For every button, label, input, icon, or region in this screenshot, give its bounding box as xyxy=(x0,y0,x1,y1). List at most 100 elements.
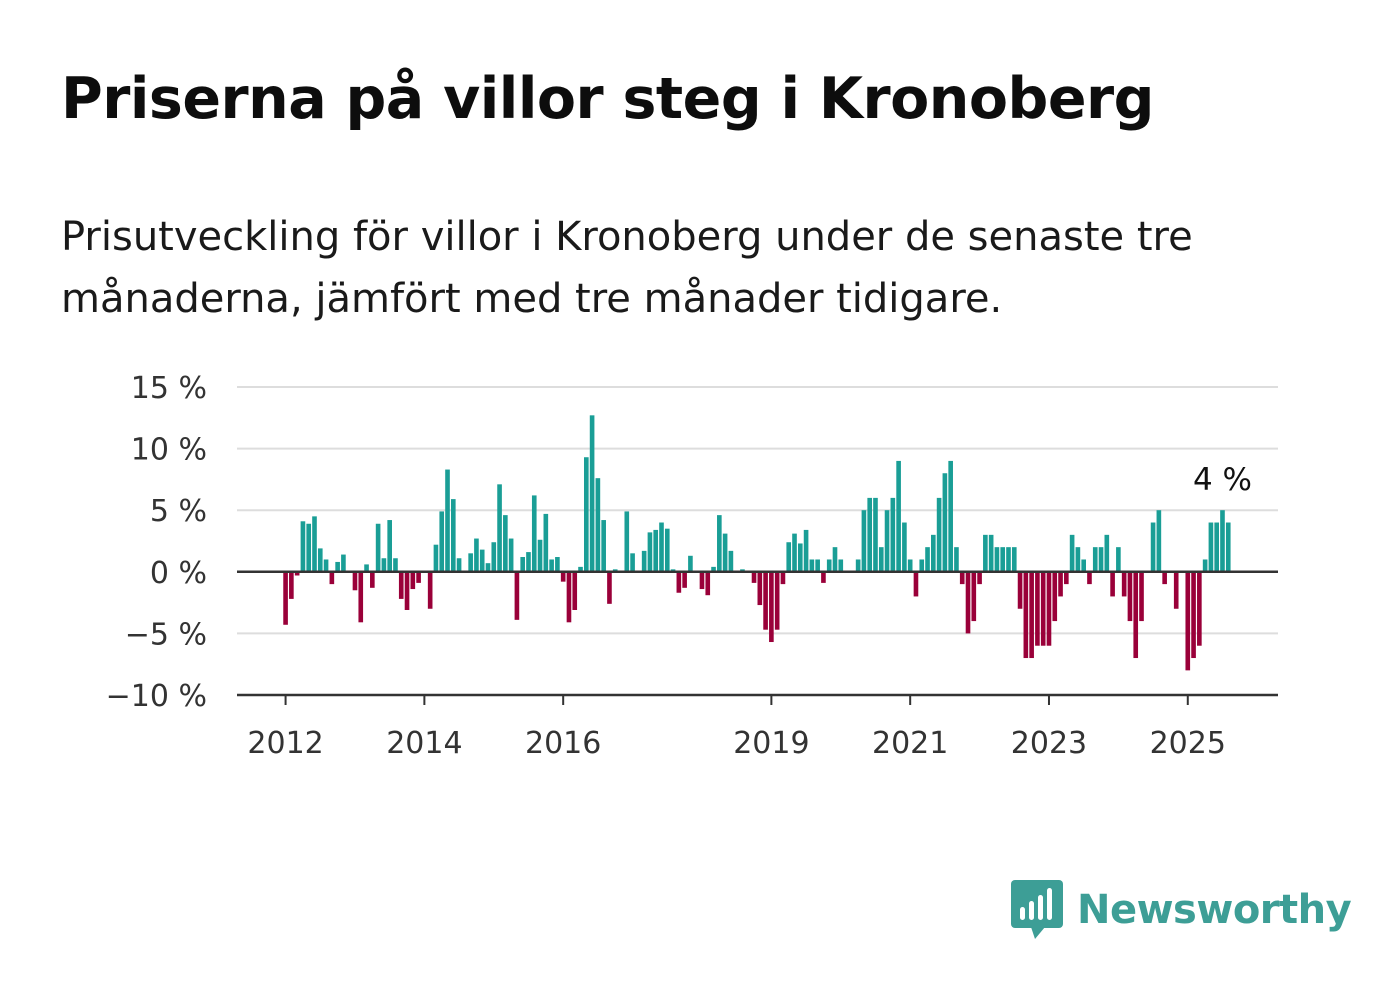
x-tick-label: 2016 xyxy=(525,726,601,761)
bar xyxy=(595,478,601,572)
bar xyxy=(792,533,797,572)
bar xyxy=(630,553,635,572)
bar xyxy=(393,558,398,572)
bar xyxy=(1173,571,1179,609)
bar xyxy=(370,571,375,588)
bar xyxy=(1087,571,1092,585)
bar xyxy=(711,566,716,572)
bar xyxy=(445,469,450,572)
bar xyxy=(312,516,317,572)
x-tick-label: 2021 xyxy=(872,726,948,761)
bar xyxy=(1127,571,1133,622)
bar xyxy=(387,520,392,572)
bar xyxy=(925,547,930,572)
latest-value-annotation: 4 % xyxy=(1193,462,1252,498)
bar xyxy=(803,529,809,572)
bar xyxy=(300,521,306,572)
bar xyxy=(468,553,473,572)
bar xyxy=(884,510,890,572)
bar xyxy=(1011,547,1017,572)
bar xyxy=(404,571,410,610)
bar xyxy=(1202,559,1208,572)
y-tick-label: −5 % xyxy=(125,617,207,652)
bar xyxy=(358,571,364,623)
bar xyxy=(873,497,878,572)
bar xyxy=(954,547,959,572)
bar xyxy=(977,571,982,585)
bar xyxy=(902,522,907,572)
bar xyxy=(1225,522,1231,572)
bar xyxy=(728,550,734,572)
bar xyxy=(1150,522,1156,572)
bar xyxy=(531,495,537,572)
bar xyxy=(948,460,953,572)
bar xyxy=(364,564,369,572)
bar xyxy=(566,571,572,623)
bar xyxy=(601,520,606,572)
bar xyxy=(1185,571,1191,671)
y-tick-label: 15 % xyxy=(131,371,207,406)
bar xyxy=(1081,559,1086,572)
bar xyxy=(439,511,445,572)
bar xyxy=(988,534,994,572)
bar xyxy=(1162,571,1167,585)
bar xyxy=(722,533,728,572)
bar xyxy=(647,532,653,572)
bar xyxy=(1064,571,1069,585)
bar xyxy=(560,571,566,582)
axes xyxy=(237,570,1278,705)
bar xyxy=(317,548,323,572)
bar xyxy=(323,559,329,572)
bars xyxy=(283,415,1231,671)
bar xyxy=(942,473,948,572)
bar xyxy=(1046,571,1052,646)
bar xyxy=(826,559,832,572)
bar xyxy=(1104,534,1110,572)
x-tick-label: 2012 xyxy=(247,726,323,761)
bar xyxy=(341,554,346,572)
chart-title: Priserna på villor steg i Kronoberg xyxy=(61,66,1154,132)
bar xyxy=(717,515,722,572)
bar xyxy=(676,571,682,593)
bar xyxy=(653,529,659,572)
bar xyxy=(1023,571,1029,659)
bar xyxy=(1133,571,1139,659)
bar xyxy=(1156,510,1162,572)
bar xyxy=(607,571,612,604)
bar xyxy=(381,558,387,572)
bar xyxy=(1052,571,1058,622)
bar xyxy=(555,557,560,572)
bar-chart: 15 % 10 % 5 % 0 % −5 % −10 % 2012 2014 2016 2019… xyxy=(106,371,1278,761)
x-tick-labels: 2012 2014 2016 2019 2021 2023 2025 xyxy=(247,726,1226,761)
bar xyxy=(1035,571,1040,646)
newsworthy-logo: Newsworthy xyxy=(1011,880,1352,940)
bar xyxy=(624,511,630,572)
bar xyxy=(809,559,815,572)
bar xyxy=(959,571,965,585)
bar xyxy=(1121,571,1127,597)
bar xyxy=(537,539,543,572)
bar xyxy=(757,571,763,606)
bar xyxy=(352,571,358,591)
bar xyxy=(913,571,919,597)
bar xyxy=(589,415,595,572)
bar xyxy=(584,457,589,572)
chart-subtitle: Prisutveckling för villor i Kronoberg un… xyxy=(61,214,1193,322)
bar xyxy=(705,571,711,596)
bar xyxy=(283,571,288,625)
bar xyxy=(838,559,844,572)
bar xyxy=(485,563,491,572)
bar xyxy=(1029,571,1034,659)
bar xyxy=(1110,571,1115,597)
bar xyxy=(821,571,826,583)
bar xyxy=(769,571,774,643)
bar xyxy=(994,547,1000,572)
bar xyxy=(289,571,294,599)
bar xyxy=(497,484,502,572)
bar xyxy=(780,571,786,585)
bar xyxy=(335,561,340,572)
bar-chart-speech-bubble-icon xyxy=(1011,880,1063,939)
bar xyxy=(456,558,462,572)
bar xyxy=(329,571,335,585)
bar xyxy=(878,547,884,572)
